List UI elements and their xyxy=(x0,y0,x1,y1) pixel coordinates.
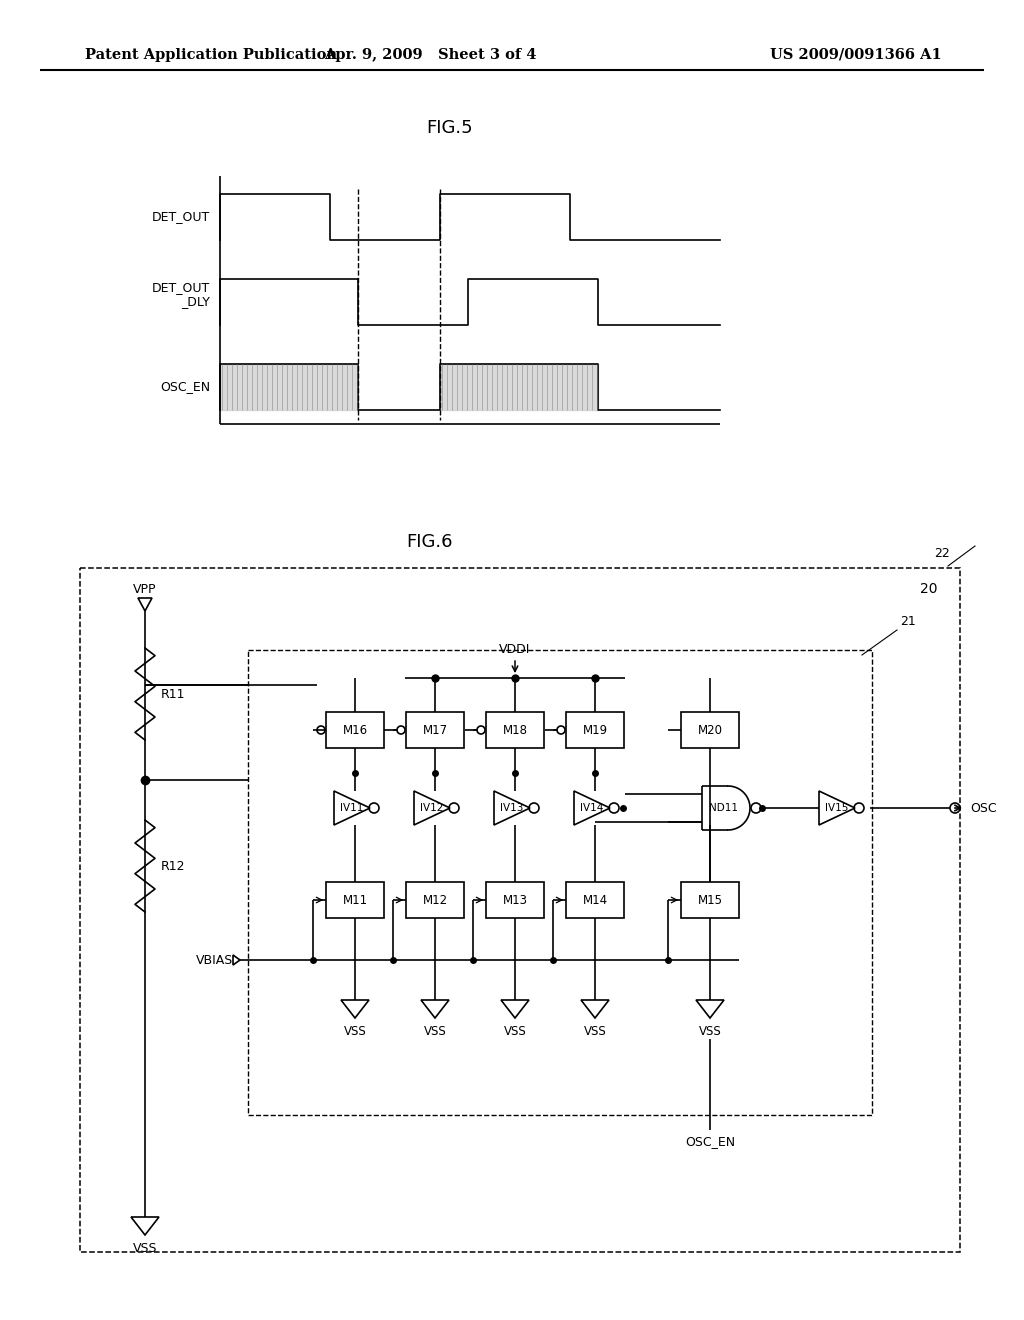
Text: Patent Application Publication: Patent Application Publication xyxy=(85,48,337,62)
Text: 22: 22 xyxy=(934,546,950,560)
Text: ND11: ND11 xyxy=(710,803,738,813)
Text: R12: R12 xyxy=(161,859,185,873)
Bar xyxy=(326,882,384,917)
Bar xyxy=(406,882,464,917)
Text: M19: M19 xyxy=(583,723,607,737)
Text: M17: M17 xyxy=(423,723,447,737)
Text: IV15: IV15 xyxy=(825,803,849,813)
Text: 20: 20 xyxy=(920,582,938,597)
Text: US 2009/0091366 A1: US 2009/0091366 A1 xyxy=(770,48,942,62)
Text: 21: 21 xyxy=(900,615,915,628)
Text: VSS: VSS xyxy=(584,1026,606,1038)
Text: M16: M16 xyxy=(342,723,368,737)
Bar xyxy=(681,711,739,748)
Text: VDDI: VDDI xyxy=(500,643,530,656)
Text: VBIAS: VBIAS xyxy=(196,953,233,966)
Text: FIG.5: FIG.5 xyxy=(427,119,473,137)
Text: IV14: IV14 xyxy=(581,803,604,813)
Text: VSS: VSS xyxy=(424,1026,446,1038)
Text: IV12: IV12 xyxy=(420,803,443,813)
Text: M11: M11 xyxy=(342,894,368,907)
Bar xyxy=(681,882,739,917)
Bar xyxy=(486,711,544,748)
Text: M13: M13 xyxy=(503,894,527,907)
Bar xyxy=(326,711,384,748)
Text: M15: M15 xyxy=(697,894,723,907)
Bar xyxy=(406,711,464,748)
Text: OSC_EN: OSC_EN xyxy=(160,380,210,393)
Bar xyxy=(486,882,544,917)
Text: OSC: OSC xyxy=(970,801,996,814)
Text: VPP: VPP xyxy=(133,583,157,597)
Polygon shape xyxy=(440,364,598,411)
Text: VSS: VSS xyxy=(504,1026,526,1038)
Text: _DLY: _DLY xyxy=(181,294,210,308)
Text: R11: R11 xyxy=(161,688,185,701)
Text: IV13: IV13 xyxy=(501,803,523,813)
Text: VSS: VSS xyxy=(133,1242,158,1255)
Text: DET_OUT: DET_OUT xyxy=(152,281,210,294)
Text: Apr. 9, 2009   Sheet 3 of 4: Apr. 9, 2009 Sheet 3 of 4 xyxy=(324,48,537,62)
Bar xyxy=(248,649,872,1115)
Text: VSS: VSS xyxy=(698,1026,721,1038)
Text: M14: M14 xyxy=(583,894,607,907)
Text: FIG.6: FIG.6 xyxy=(407,533,454,550)
Text: OSC_EN: OSC_EN xyxy=(685,1135,735,1148)
Polygon shape xyxy=(220,364,358,411)
Text: VSS: VSS xyxy=(344,1026,367,1038)
Text: M20: M20 xyxy=(697,723,723,737)
Bar xyxy=(80,568,961,1251)
Text: IV11: IV11 xyxy=(340,803,364,813)
Text: M12: M12 xyxy=(423,894,447,907)
Text: M18: M18 xyxy=(503,723,527,737)
Text: DET_OUT: DET_OUT xyxy=(152,210,210,223)
Bar xyxy=(566,882,624,917)
Bar xyxy=(566,711,624,748)
